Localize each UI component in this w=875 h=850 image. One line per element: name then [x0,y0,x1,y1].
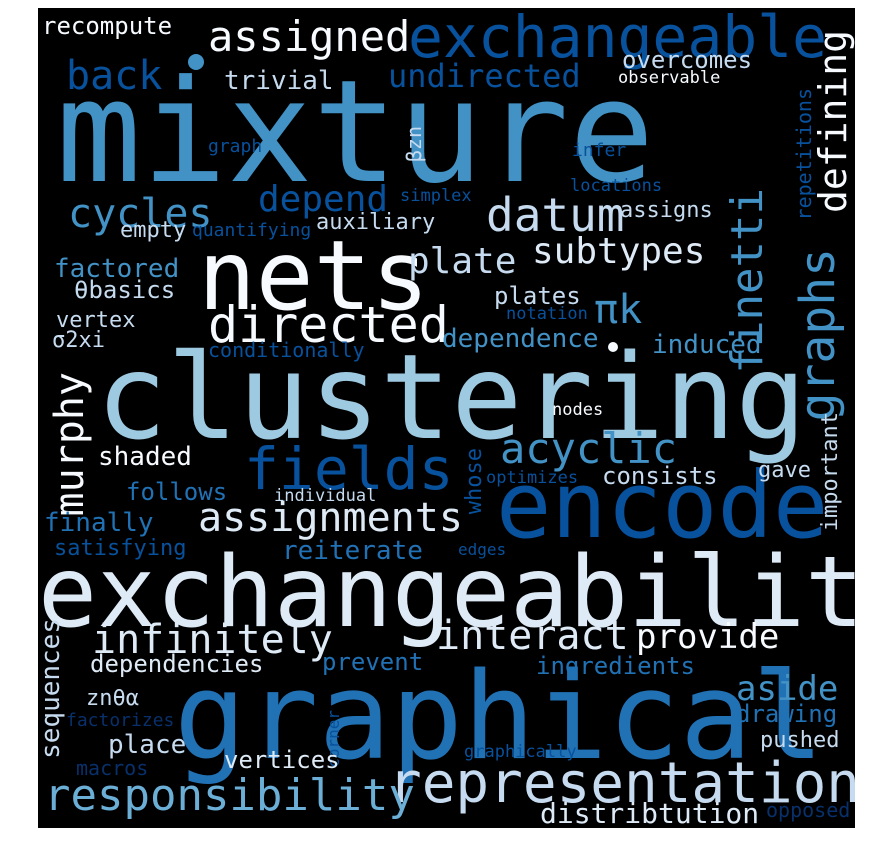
word-plate: plate [408,241,517,282]
word-drawing: drawing [736,700,838,728]
word-murphy: murphy [47,372,93,517]
word-subtypes: subtypes [532,231,706,272]
word-infinitely: infinitely [92,617,333,663]
word-graph: graph [208,136,263,157]
word-quantifying: quantifying [192,220,312,241]
word-edges: edges [458,540,507,559]
word-notation: notation [506,304,588,324]
word-sequences: sequences [38,618,66,759]
word-finally: finally [44,508,154,538]
word-induced: induced [652,330,762,360]
word-locations: locations [570,176,663,196]
word-interact: interact [436,613,629,659]
word-empty: empty [120,218,187,243]
word-aside: aside [736,669,839,709]
word-exchangeability: exchangeability [38,536,855,650]
word-defining: defining [811,30,855,214]
word-sigma2xi: σ2xi [52,328,105,353]
word-opposed: opposed [766,798,851,822]
word-provide: provide [636,617,780,657]
word-back: back [66,53,163,99]
word-follows: follows [126,478,228,506]
word-gave: gave [758,458,811,483]
word-undirected: undirected [388,57,581,95]
word-prevent: prevent [322,648,424,676]
word-reiterate: reiterate [282,536,423,566]
word-nodes: nodes [552,400,604,420]
word-representation: representation [388,751,855,816]
word-satisfying: satisfying [54,536,187,561]
word-pik: πk [594,287,643,333]
word-plates: plates [494,282,581,310]
word-assigned: assigned [208,12,411,61]
word-datum: datum [486,188,625,242]
word-directed: directed [208,296,449,354]
word-fields: fields [244,435,454,503]
word-simplex: simplex [400,186,472,206]
word-place: place [108,730,187,760]
word-consists: consists [602,462,718,490]
word-factored: factored [54,254,180,284]
word-ingredients: ingredients [536,652,695,680]
word-factorizes: factorizes [66,710,175,731]
word-cycles: cycles [68,191,213,237]
word-clustering: clustering [96,328,807,466]
word-macros: macros [76,756,149,780]
word-important: important [818,412,843,532]
word-shaded: shaded [98,442,192,472]
word-observable: observable [618,68,721,88]
word-acyclic: acyclic [500,424,678,473]
word-dependence: dependence [442,324,599,354]
word-whose: whose [462,448,487,515]
word-graphs: graphs [790,248,846,422]
word-individual: individual [274,486,377,506]
word-auxiliary: auxiliary [316,210,436,235]
word-nets: nets [198,220,430,332]
word-graphical: graphical [174,648,825,787]
word-vertices: vertices [224,746,340,774]
word-graphically: graphically [464,742,577,762]
word-vertex: vertex [56,308,136,333]
word-repetitions: repetitions [792,88,816,221]
word-exchangeable: exchangeable [408,8,828,71]
word-responsibility: responsibility [44,770,415,821]
word-recompute: recompute [42,12,173,40]
word-bzn: βzn [402,126,426,163]
word-conditionally: conditionally [208,338,365,362]
word-optimizes: optimizes [486,468,579,488]
dot-mark [608,342,618,352]
word-assignments: assignments [198,495,463,541]
word-overcomes: overcomes [622,46,753,74]
word-trivial: trivial [224,66,334,96]
word-pushed: pushed [760,728,840,753]
word-encode: encode [496,452,829,559]
word-assigns: assigns [620,198,713,223]
word-thetabasics: θbasics [74,276,176,304]
word-distribtution: distribtution [540,797,760,828]
word-cloud: mixture exchangeability graphical cluste… [38,8,855,828]
word-dependencies: dependencies [90,650,264,678]
word-zntheta: znθα [86,686,139,711]
word-depend: depend [258,179,389,220]
word-infer: infer [572,140,627,161]
word-mixture: mixture [56,50,655,215]
dot-mark [188,54,204,70]
